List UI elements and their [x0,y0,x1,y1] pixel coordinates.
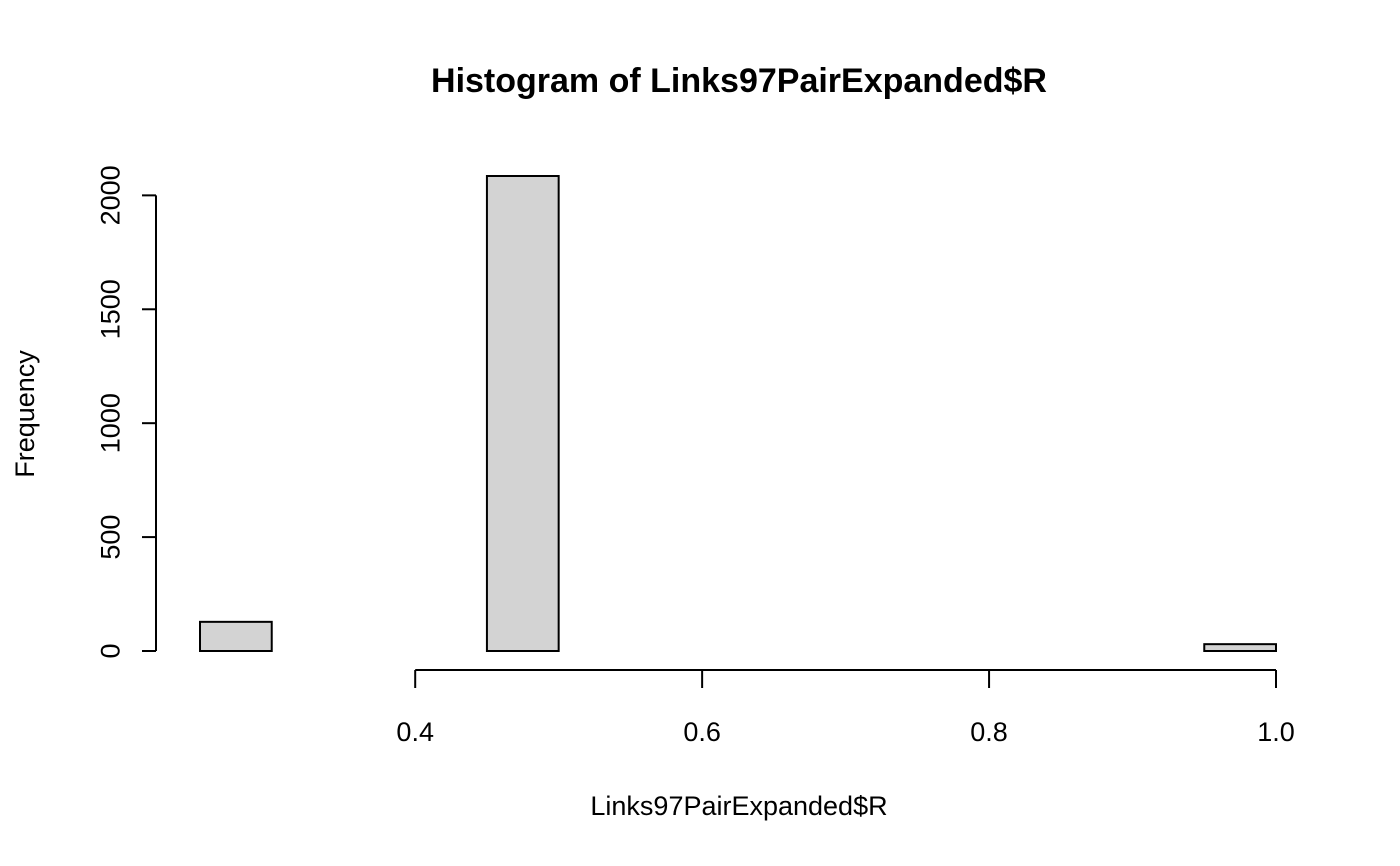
chart-title: Histogram of Links97PairExpanded$R [431,62,1047,100]
y-tick-label-0: 0 [96,643,126,658]
y-tick-label-4: 2000 [96,165,126,225]
histogram-bar-4 [485,175,560,652]
x-tick-label-1: 0.6 [683,717,721,747]
x-tick-label-0: 0.4 [396,717,434,747]
x-axis-label: Links97PairExpanded$R [590,791,887,821]
y-axis-label: Frequency [10,350,40,478]
histogram-bar-14 [1203,643,1278,652]
x-tick-label-2: 0.8 [970,717,1008,747]
y-tick-label-3: 1500 [96,279,126,339]
histogram-bar-0 [199,620,273,653]
y-axis: 0 500 1000 1500 2000 [96,165,157,659]
y-tick-label-2: 1000 [96,393,126,453]
x-axis: 0.4 0.6 0.8 1.0 [396,669,1295,747]
histogram-bars [199,175,1278,653]
x-tick-label-3: 1.0 [1257,717,1295,747]
y-tick-label-1: 500 [96,515,126,560]
